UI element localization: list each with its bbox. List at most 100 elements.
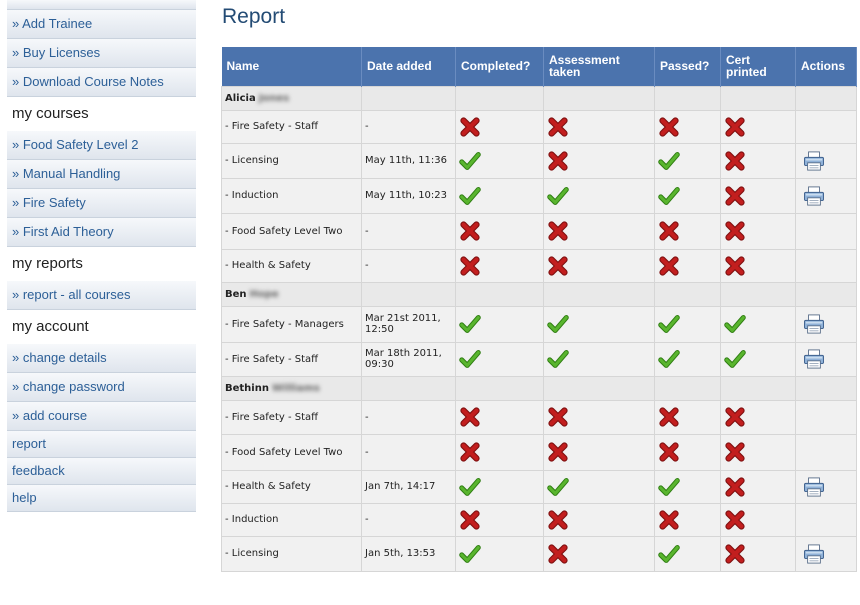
cross-icon bbox=[725, 185, 745, 206]
date-added: May 11th, 11:36 bbox=[361, 142, 456, 179]
assessment-cell bbox=[543, 433, 655, 471]
cross-icon bbox=[460, 255, 480, 276]
nav-manual-handling[interactable]: » Manual Handling bbox=[7, 160, 196, 189]
cross-icon bbox=[725, 476, 745, 497]
cross-icon bbox=[725, 255, 745, 276]
printer-icon[interactable] bbox=[803, 349, 825, 369]
trainee-row-cell bbox=[543, 281, 655, 307]
nav-first-aid-theory[interactable]: » First Aid Theory bbox=[7, 218, 196, 247]
nav-report-all-courses[interactable]: » report - all courses bbox=[7, 281, 196, 310]
completed-cell bbox=[455, 212, 544, 250]
nav-fire-safety[interactable]: » Fire Safety bbox=[7, 189, 196, 218]
completed-cell bbox=[455, 305, 544, 343]
cross-icon bbox=[460, 116, 480, 137]
course-name: - Licensing bbox=[221, 535, 362, 572]
nav-partial-top[interactable] bbox=[7, 0, 196, 10]
actions-cell bbox=[795, 433, 857, 471]
course-row: - Food Safety Level Two - bbox=[221, 212, 857, 250]
date-added: - bbox=[361, 109, 456, 144]
cross-icon bbox=[460, 509, 480, 530]
nav-change-password[interactable]: » change password bbox=[7, 373, 196, 402]
passed-cell bbox=[654, 142, 721, 179]
printer-icon[interactable] bbox=[803, 543, 825, 564]
cross-icon bbox=[659, 407, 679, 427]
actions-cell bbox=[795, 399, 857, 435]
date-added: - bbox=[361, 433, 456, 471]
page-title: Report bbox=[222, 5, 286, 28]
completed-cell bbox=[455, 109, 544, 144]
course-row: - Health & Safety - bbox=[221, 248, 857, 283]
trainee-row-cell bbox=[795, 375, 857, 401]
completed-cell bbox=[455, 399, 544, 435]
passed-cell bbox=[654, 399, 721, 435]
cross-icon bbox=[548, 509, 568, 530]
cross-icon bbox=[725, 442, 745, 462]
cross-icon bbox=[460, 407, 480, 427]
cert-cell bbox=[720, 469, 796, 504]
check-icon bbox=[724, 350, 746, 368]
course-name: - Induction bbox=[221, 502, 362, 537]
check-icon bbox=[547, 315, 569, 333]
nav-add-trainee[interactable]: » Add Trainee bbox=[7, 10, 196, 39]
cross-icon bbox=[548, 255, 568, 276]
passed-cell bbox=[654, 469, 721, 504]
cross-icon bbox=[460, 221, 480, 241]
nav-food-safety-level-2[interactable]: » Food Safety Level 2 bbox=[7, 131, 196, 160]
trainee-first-name: Ben bbox=[225, 288, 247, 300]
passed-cell bbox=[654, 248, 721, 283]
cross-icon bbox=[659, 509, 679, 530]
course-row: - Licensing May 11th, 11:36 bbox=[221, 142, 857, 179]
printer-icon[interactable] bbox=[803, 185, 825, 206]
course-row: - Licensing Jan 5th, 13:53 bbox=[221, 535, 857, 572]
nav-feedback[interactable]: feedback bbox=[7, 458, 196, 485]
trainee-row-cell bbox=[720, 281, 796, 307]
nav-help[interactable]: help bbox=[7, 485, 196, 512]
date-added: May 11th, 10:23 bbox=[361, 177, 456, 214]
assessment-cell bbox=[543, 212, 655, 250]
nav-buy-licenses[interactable]: » Buy Licenses bbox=[7, 39, 196, 68]
col-date-added-header: Date added bbox=[361, 47, 456, 86]
assessment-cell bbox=[543, 177, 655, 214]
nav-report[interactable]: report bbox=[7, 431, 196, 458]
cross-icon bbox=[548, 116, 568, 137]
cross-icon bbox=[725, 150, 745, 171]
cert-cell bbox=[720, 212, 796, 250]
check-icon bbox=[459, 151, 481, 170]
check-icon bbox=[658, 186, 680, 205]
cert-cell bbox=[720, 142, 796, 179]
trainee-last-name-redacted: Jones bbox=[258, 92, 290, 104]
cert-cell bbox=[720, 109, 796, 144]
course-name: - Food Safety Level Two bbox=[221, 212, 362, 250]
cert-cell bbox=[720, 399, 796, 435]
trainee-last-name-redacted: Hope bbox=[249, 288, 279, 300]
printer-icon[interactable] bbox=[803, 150, 825, 171]
trainee-row-cell bbox=[654, 281, 721, 307]
trainee-row-cell bbox=[455, 375, 544, 401]
course-row: - Fire Safety - Managers Mar 21st 2011, 1… bbox=[221, 305, 857, 343]
printer-icon[interactable] bbox=[803, 314, 825, 334]
assessment-cell bbox=[543, 142, 655, 179]
actions-cell bbox=[795, 142, 857, 179]
nav-add-course[interactable]: » add course bbox=[7, 402, 196, 431]
nav-download-course-notes[interactable]: » Download Course Notes bbox=[7, 68, 196, 97]
trainee-row-cell bbox=[455, 85, 544, 111]
check-icon bbox=[658, 151, 680, 170]
passed-cell bbox=[654, 109, 721, 144]
trainee-row-cell bbox=[455, 281, 544, 307]
trainee-name: Bethinn Williams bbox=[221, 375, 362, 401]
col-cert-printed-header: Cert printed bbox=[720, 47, 796, 86]
printer-icon[interactable] bbox=[803, 476, 825, 497]
table-header-row: Name Date added Completed? Assessment taken… bbox=[221, 47, 857, 86]
assessment-cell bbox=[543, 502, 655, 537]
course-name: - Fire Safety - Staff bbox=[221, 109, 362, 144]
cross-icon bbox=[548, 221, 568, 241]
completed-cell bbox=[455, 433, 544, 471]
cross-icon bbox=[548, 543, 568, 564]
nav-change-details[interactable]: » change details bbox=[7, 344, 196, 373]
heading-my-courses: my courses bbox=[7, 97, 196, 131]
report-table: Name Date added Completed? Assessment taken… bbox=[221, 47, 857, 572]
completed-cell bbox=[455, 535, 544, 572]
completed-cell bbox=[455, 502, 544, 537]
cross-icon bbox=[725, 543, 745, 564]
col-assessment-taken-header: Assessment taken bbox=[543, 47, 655, 86]
